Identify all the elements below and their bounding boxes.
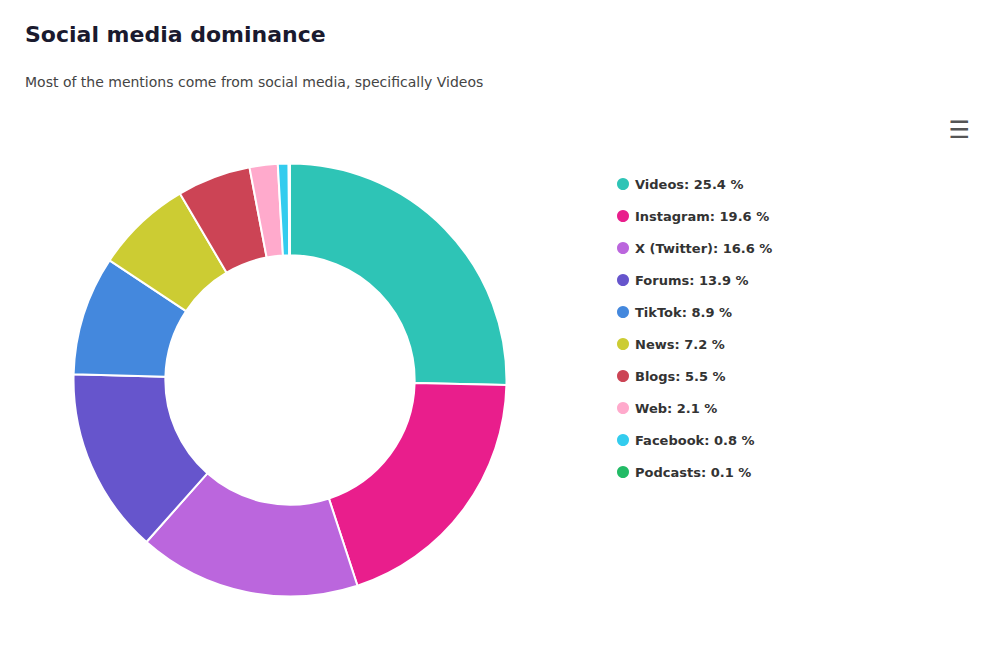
svg-text:Forums: 13.9 %: Forums: 13.9 % [635, 273, 749, 288]
svg-text:Videos: 25.4 %: Videos: 25.4 % [635, 177, 743, 192]
svg-text:Most of the mentions come from: Most of the mentions come from social me… [25, 74, 483, 90]
svg-text:Social media dominance: Social media dominance [25, 22, 326, 47]
svg-text:Instagram: 19.6 %: Instagram: 19.6 % [635, 209, 769, 224]
svg-text:News: 7.2 %: News: 7.2 % [635, 337, 725, 352]
svg-text:☰: ☰ [948, 116, 970, 144]
svg-text:TikTok: 8.9 %: TikTok: 8.9 % [635, 305, 732, 320]
svg-text:Web: 2.1 %: Web: 2.1 % [635, 401, 717, 416]
svg-text:Podcasts: 0.1 %: Podcasts: 0.1 % [635, 465, 751, 480]
svg-text:Blogs: 5.5 %: Blogs: 5.5 % [635, 369, 726, 384]
svg-text:X (Twitter): 16.6 %: X (Twitter): 16.6 % [635, 241, 772, 256]
svg-text:Facebook: 0.8 %: Facebook: 0.8 % [635, 433, 755, 448]
